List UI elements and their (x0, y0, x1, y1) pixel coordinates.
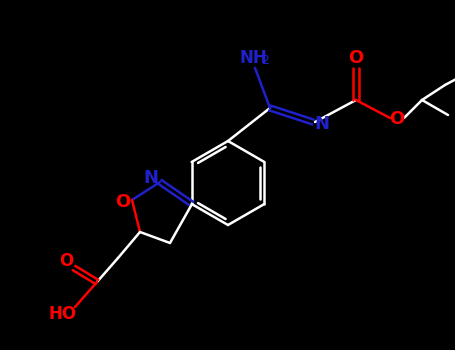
Text: O: O (389, 110, 404, 128)
Text: N: N (143, 169, 158, 187)
Text: O: O (349, 49, 364, 67)
Text: N: N (314, 115, 329, 133)
Text: 2: 2 (261, 55, 269, 68)
Text: HO: HO (49, 305, 77, 323)
Text: NH: NH (239, 49, 267, 67)
Text: O: O (116, 193, 131, 211)
Text: O: O (59, 252, 73, 270)
